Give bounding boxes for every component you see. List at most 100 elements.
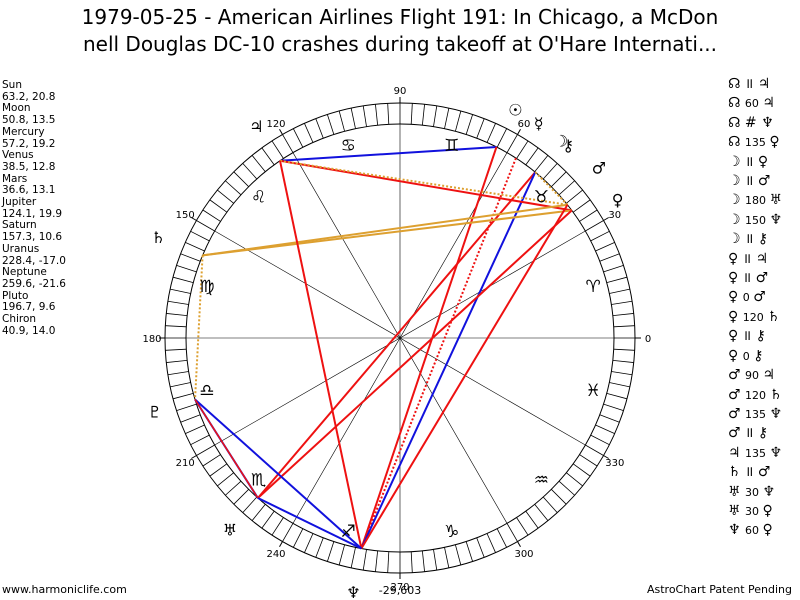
degree-tick	[516, 517, 529, 536]
degree-tick	[202, 209, 221, 222]
planet-icon: ♆	[346, 583, 360, 600]
degree-tick	[180, 253, 201, 262]
degree-tick	[421, 550, 425, 572]
zodiac-sign-icon: ♏	[251, 470, 266, 490]
degree-tick	[282, 134, 294, 153]
aspect-row: ♀ 0 ♂	[728, 288, 800, 307]
degree-tick	[433, 549, 438, 571]
aspect-row: ♅ 30 ♀	[728, 502, 800, 521]
aspect-line	[194, 399, 259, 499]
degree-tick	[455, 110, 462, 132]
degree-label: 150	[176, 210, 195, 221]
degree-tick	[170, 288, 191, 294]
aspect-symbol: ॥	[745, 231, 758, 248]
aspect-symbol: 135	[745, 407, 770, 421]
aspect-planet-a: ☽	[728, 173, 746, 190]
degree-tick	[362, 105, 367, 127]
aspect-planet-a: ♂	[728, 386, 746, 403]
degree-tick	[165, 348, 187, 351]
degree-tick	[166, 359, 188, 363]
aspect-line	[257, 209, 573, 499]
degree-tick	[590, 230, 610, 242]
degree-tick	[180, 414, 201, 423]
degree-tick	[611, 300, 633, 305]
aspect-symbol: 0	[742, 291, 754, 305]
planet-icon: ♇	[148, 403, 162, 422]
degree-tick	[242, 496, 258, 513]
degree-tick	[167, 300, 189, 305]
degree-label: 180	[142, 334, 161, 345]
aspect-planet-b: ♂	[757, 173, 771, 190]
aspect-planet-b: ♀	[757, 153, 769, 170]
aspect-row: ☽ ॥ ♂	[728, 172, 800, 191]
degree-tick	[196, 220, 215, 232]
degree-tick	[176, 265, 197, 273]
aspect-planet-b: ♃	[762, 367, 776, 384]
aspect-line	[360, 171, 537, 549]
degree-tick	[558, 480, 575, 496]
website-footer: www.harmoniclife.com	[2, 583, 127, 596]
degree-tick	[558, 180, 575, 196]
aspect-row: ♂ 135 ♆	[728, 405, 800, 424]
aspect-planet-a: ♀	[728, 250, 743, 267]
aspect-planet-a: ♅	[728, 483, 746, 500]
aspect-symbol: 120	[742, 310, 768, 324]
zodiac-sign-icon: ♈	[586, 277, 601, 297]
aspect-planet-b: ♆	[769, 444, 783, 461]
position-name: Sun	[2, 79, 22, 91]
degree-tick	[304, 123, 314, 143]
aspect-line	[360, 146, 498, 549]
degree-tick	[167, 371, 189, 376]
position-value: 157.3, 10.6	[2, 231, 63, 244]
aspect-planet-a: ♀	[728, 328, 743, 345]
degree-tick	[599, 414, 620, 423]
planet-icon: ☉	[508, 100, 522, 119]
position-value: 38.5, 12.8	[2, 160, 56, 173]
chart-title: 1979-05-25 - American Airlines Flight 19…	[0, 4, 800, 58]
aspect-planet-b: ♀	[762, 502, 773, 519]
degree-tick	[338, 110, 345, 132]
aspect-planet-b: ♂	[757, 464, 771, 481]
degree-tick	[350, 108, 356, 129]
degree-label: 240	[266, 549, 285, 560]
aspect-line	[257, 497, 362, 550]
degree-tick	[362, 549, 367, 571]
degree-tick	[579, 209, 598, 222]
planet-icon: ☿	[534, 114, 544, 133]
degree-tick	[176, 403, 197, 411]
position-value: 259.6, -21.6	[2, 277, 66, 290]
aspect-planet-b: ♅	[769, 192, 783, 209]
aspect-planet-a: ♀	[728, 289, 743, 306]
zodiac-sign-icon: ♋	[341, 136, 356, 156]
aspect-planet-b: ♂	[755, 270, 769, 287]
aspect-planet-b: ♆	[769, 211, 783, 228]
degree-tick	[170, 382, 191, 388]
degree-tick	[613, 325, 635, 328]
aspect-row: ♀ ॥ ♃	[728, 250, 800, 269]
outer-tick	[517, 129, 521, 135]
degree-tick	[196, 444, 215, 456]
degree-tick	[292, 128, 304, 148]
position-name: Mars	[2, 172, 28, 185]
degree-tick	[542, 163, 558, 180]
aspect-row: ♂ 120 ♄	[728, 386, 800, 405]
aspect-list: ☊ ॥ ♃ ☊ 60 ♃ ☊ # ♆ ☊ 135 ♀ ☽ ॥ ♀ ☽ ॥ ♂ ☽ 180 ♅…	[728, 75, 800, 541]
aspect-planet-b: ♀	[762, 522, 773, 539]
aspect-line	[360, 204, 569, 549]
aspect-planet-a: ☊	[728, 134, 745, 151]
degree-tick	[506, 523, 518, 542]
aspect-row: ☽ ॥ ⚷	[728, 230, 800, 249]
aspect-row: ☊ 135 ♀	[728, 133, 800, 152]
wheel-grid	[159, 97, 641, 579]
degree-tick	[410, 551, 413, 573]
aspect-planet-a: ☽	[728, 192, 746, 209]
planet-icon: ⚷	[562, 136, 574, 155]
aspect-planet-b: ⚷	[757, 425, 769, 442]
degree-tick	[315, 537, 324, 558]
planet-icon: ♃	[249, 117, 263, 136]
spoke-line	[214, 230, 586, 446]
degree-tick	[166, 313, 188, 317]
degree-tick	[338, 544, 345, 566]
zodiac-sign-icon: ♊	[444, 136, 459, 156]
